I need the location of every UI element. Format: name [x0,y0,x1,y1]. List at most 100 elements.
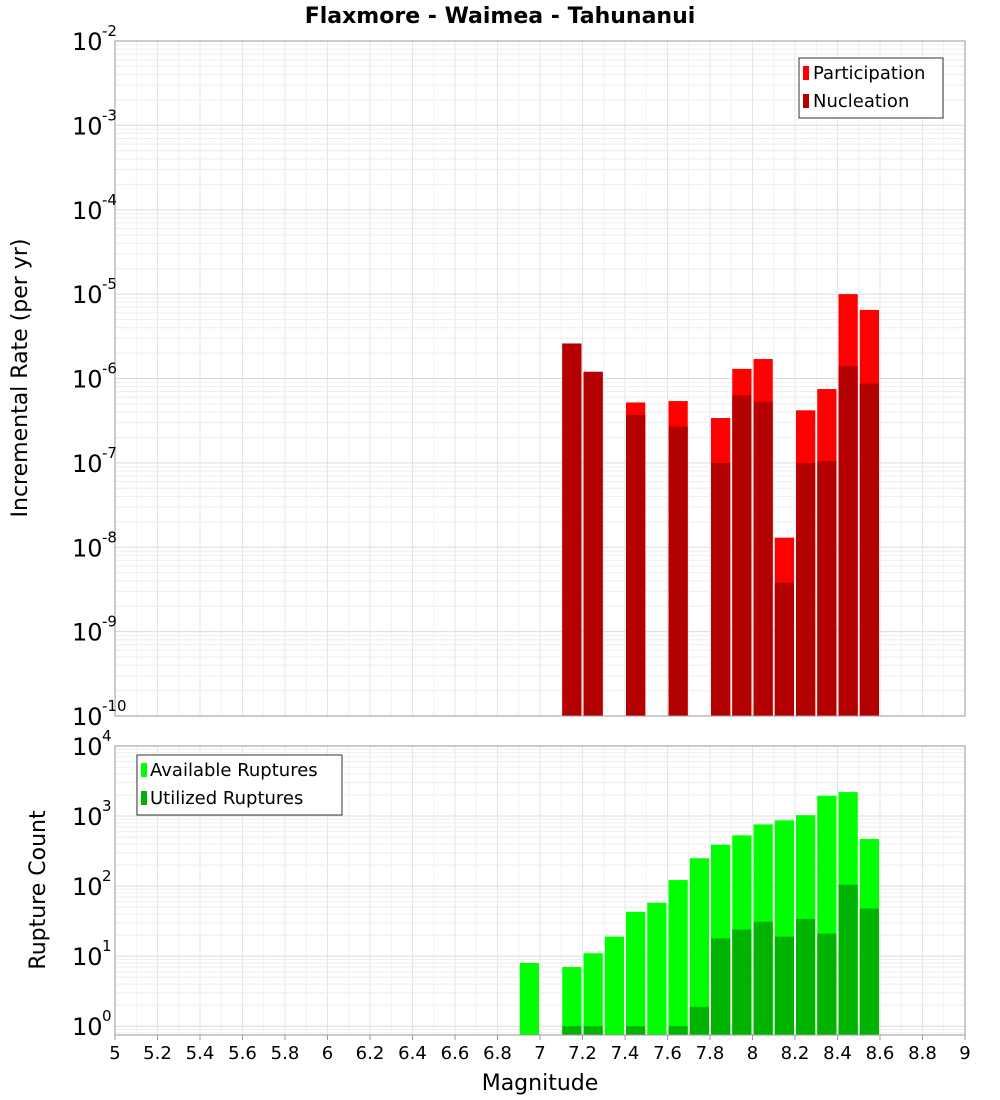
svg-text:1: 1 [102,937,112,955]
top-grid [114,40,966,717]
bottom-bars [519,792,879,1035]
x-tick-label: 6.8 [483,1043,512,1064]
top-legend: Participation Nucleation [798,57,944,119]
x-tick-label: 7.8 [696,1043,725,1064]
bottom-bar-utilized-ruptures [753,921,773,1035]
legend-label-nucleation: Nucleation [813,91,909,112]
x-tick-label: 7.6 [653,1043,682,1064]
svg-text:10: 10 [72,534,103,562]
svg-text:10: 10 [72,197,103,225]
svg-text:10: 10 [72,873,103,901]
x-tick-label: 8.2 [781,1043,810,1064]
top-bar-nucleation [817,461,837,716]
svg-text:-4: -4 [102,191,117,209]
bottom-bar-available-ruptures [626,911,646,1035]
svg-text:-6: -6 [102,360,117,378]
legend-label-available: Available Ruptures [150,760,318,781]
legend-swatch-available [141,763,147,777]
top-y-tick-label: 10 -6 [72,360,117,394]
top-y-tick-label: 10 -3 [72,106,117,140]
svg-text:10: 10 [72,943,103,971]
top-bar-nucleation [774,582,794,716]
legend-label-utilized: Utilized Ruptures [150,788,303,809]
top-bar-nucleation [732,395,752,716]
svg-text:10: 10 [72,803,103,831]
legend-swatch-utilized [141,791,147,805]
top-bar-nucleation [838,366,858,716]
top-y-tick-label: 10 -10 [72,697,127,731]
svg-text:10: 10 [72,366,103,394]
svg-text:-3: -3 [102,106,117,124]
svg-text:10: 10 [72,1013,103,1041]
svg-text:10: 10 [72,703,103,731]
top-y-tick-label: 10 -7 [72,444,117,478]
chart-title: Flaxmore - Waimea - Tahunanui [305,4,696,29]
svg-text:-10: -10 [102,697,127,715]
x-tick-label: 7.2 [568,1043,597,1064]
svg-text:10: 10 [72,733,103,761]
x-tick-label: 6.4 [398,1043,427,1064]
svg-text:10: 10 [72,28,103,56]
bottom-y-tick-label: 10 1 [72,937,112,971]
top-bar-nucleation [668,426,688,716]
svg-text:-2: -2 [102,22,117,40]
x-tick-label: 7.4 [611,1043,640,1064]
svg-text:10: 10 [72,281,103,309]
svg-text:-5: -5 [102,275,117,293]
legend-swatch-participation [803,66,809,80]
bottom-bar-utilized-ruptures [711,938,731,1035]
svg-text:4: 4 [102,727,112,745]
bottom-y-tick-label: 10 3 [72,797,112,831]
x-tick-label: 5.6 [228,1043,257,1064]
bottom-bar-available-ruptures [647,902,667,1035]
x-tick-label: 5 [109,1043,120,1064]
x-tick-label: 9 [959,1043,970,1064]
x-tick-label: 8 [747,1043,758,1064]
x-tick-label: 8.8 [908,1043,937,1064]
top-plot-border [114,40,966,717]
x-tick-label: 6.6 [441,1043,470,1064]
svg-text:10: 10 [72,619,103,647]
bottom-bar-utilized-ruptures [838,884,858,1035]
svg-text:2: 2 [102,867,112,885]
bottom-bar-utilized-ruptures [583,1026,603,1035]
bottom-y-tick-label: 10 0 [72,1007,112,1041]
bottom-bar-utilized-ruptures [562,1026,582,1035]
x-tick-label: 5.2 [143,1043,172,1064]
top-bar-nucleation [859,383,879,716]
top-bar-nucleation [583,371,603,716]
bottom-bar-utilized-ruptures [689,1006,709,1035]
svg-text:3: 3 [102,797,112,815]
bottom-y-tick-label: 10 2 [72,867,112,901]
svg-text:10: 10 [72,112,103,140]
bottom-y-axis-label: Rupture Count [26,810,51,970]
top-bars [562,294,879,716]
bottom-bar-utilized-ruptures [668,1026,688,1035]
x-axis-label: Magnitude [482,1071,599,1096]
bottom-bar-available-ruptures [668,880,688,1035]
bottom-bar-available-ruptures [583,953,603,1035]
svg-text:-8: -8 [102,528,117,546]
bottom-bar-available-ruptures [689,858,709,1035]
bottom-y-tick-label: 10 4 [72,727,112,761]
x-ticks: 5 5.2 5.4 5.6 5.8 6 6.2 6.4 6.6 6.8 7 7.2 7.4 7.6 7.8 8… [109,1035,971,1064]
x-tick-label: 6 [322,1043,333,1064]
svg-text:-9: -9 [102,613,117,631]
bottom-bar-utilized-ruptures [774,936,794,1035]
x-tick-label: 5.4 [186,1043,215,1064]
top-bar-nucleation [796,462,816,716]
bottom-bar-utilized-ruptures [817,933,837,1035]
x-tick-label: 6.2 [356,1043,385,1064]
bottom-legend: Available Ruptures Utilized Ruptures [136,754,343,816]
top-legend-box [798,57,944,119]
bottom-bar-available-ruptures [519,962,539,1035]
bottom-bar-utilized-ruptures [859,908,879,1035]
svg-text:10: 10 [72,450,103,478]
top-bar-nucleation [562,343,582,716]
top-y-tick-label: 10 -4 [72,191,117,225]
